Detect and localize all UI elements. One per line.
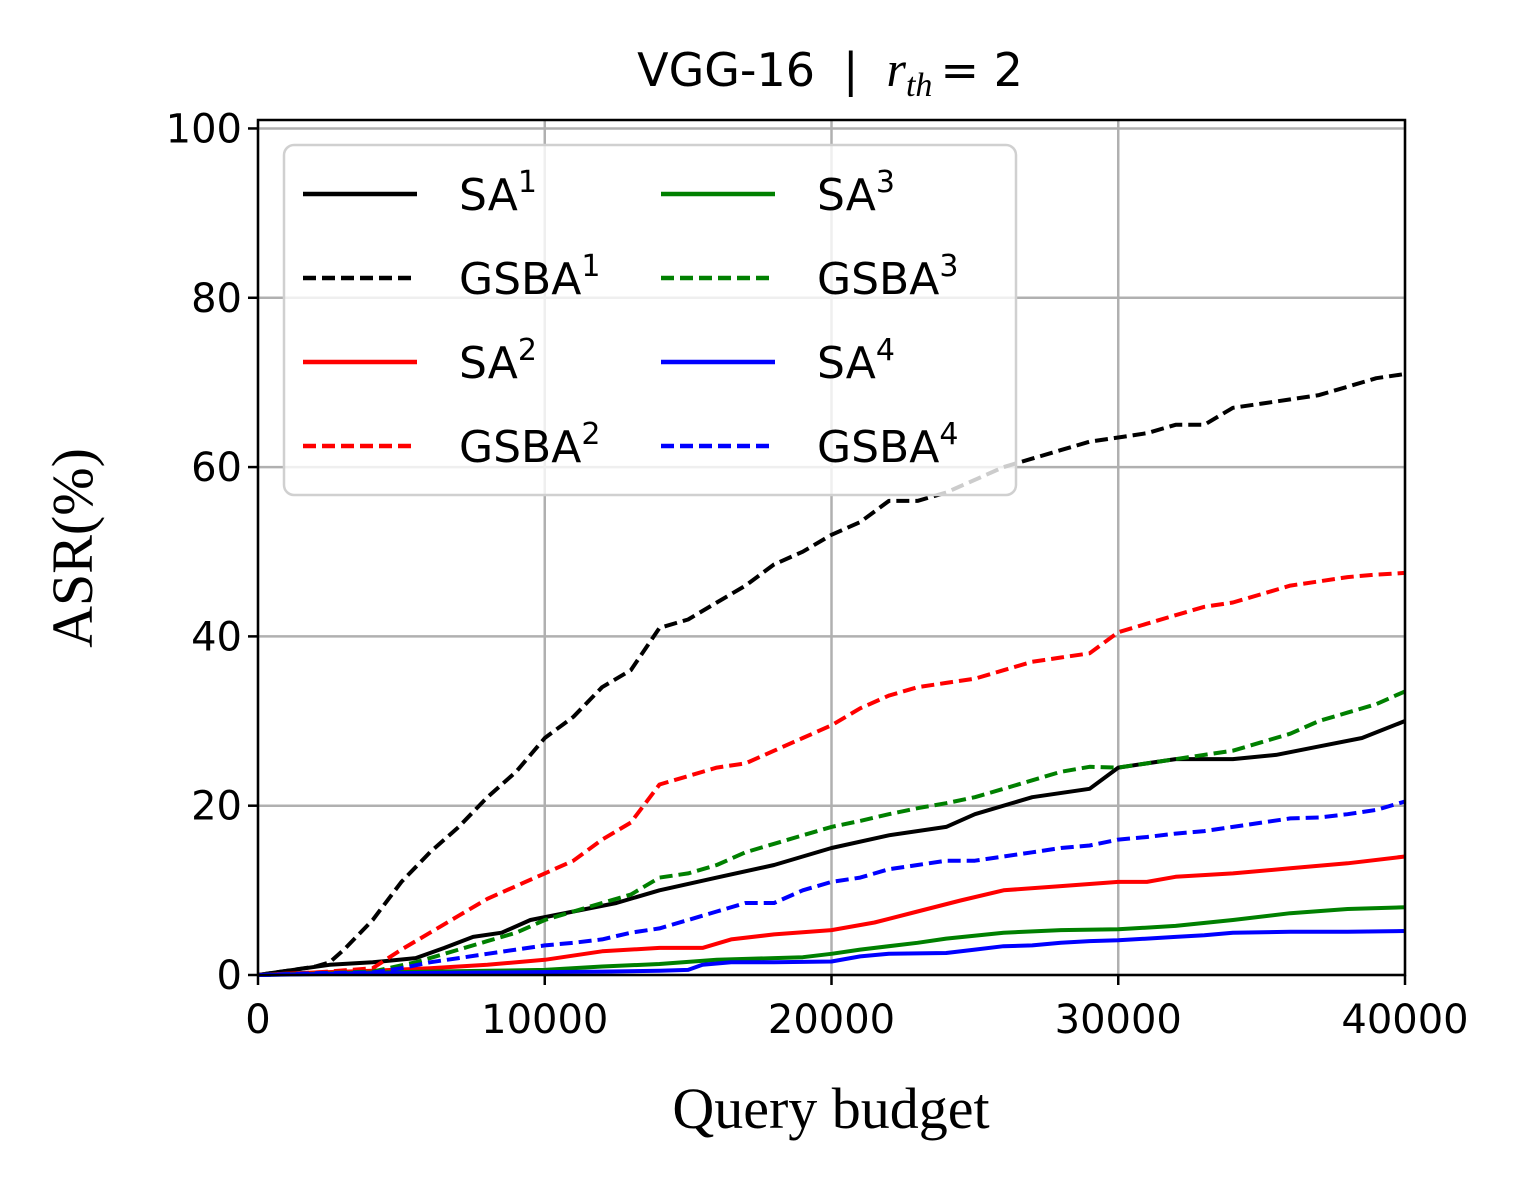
x-tick-label: 20000 [768,997,895,1043]
title-param-equals: = 2 [940,43,1022,97]
y-tick-label: 60 [191,445,242,491]
title-model: VGG-16 [637,43,815,97]
series-line-sa-3 [257,905,1406,977]
series-layer [257,372,1406,977]
y-tick-label: 40 [191,614,242,660]
legend: SA1 GSBA1 SA2 GSBA2 SA3 GSBA3 SA4 GSBA4 [282,143,1018,497]
y-tick-label: 100 [166,106,242,152]
x-tick-label: 40000 [1341,997,1468,1043]
chart-title: VGG-16 | rth = 2 [637,41,1023,104]
x-tick-label: 10000 [481,997,608,1043]
legend-label: SA3 [817,165,895,221]
series-line-sa-1 [257,719,1406,977]
y-tick-label: 20 [191,784,242,830]
x-tick-label: 30000 [1055,997,1182,1043]
legend-items: SA1 GSBA1 SA2 GSBA2 SA3 GSBA3 SA4 GSBA4 [303,165,958,473]
title-param-symbol: r [887,41,907,97]
series-line-gsba-4 [257,799,1406,977]
series-line-sa-4 [257,929,1406,977]
x-axis-label: Query budget [672,1076,989,1141]
title-param-subscript: th [906,67,932,104]
x-tick-label: 0 [245,997,270,1043]
series-line-gsba-3 [257,689,1406,977]
legend-label: GSBA3 [817,249,958,305]
legend-label: GSBA2 [459,417,600,473]
series-line-sa-2 [257,854,1406,977]
y-tick-label: 80 [191,276,242,322]
legend-label: GSBA1 [459,249,600,305]
title-separator: | [843,43,859,98]
y-axis-label: ASR(%) [40,448,105,648]
legend-label: GSBA4 [817,417,958,473]
y-tick-label: 0 [217,953,242,999]
series-line-gsba-2 [257,570,1406,977]
legend-label: SA1 [459,165,537,221]
legend-label: SA2 [459,333,537,389]
ticks: 0 10000 20000 30000 40000 0 20 40 60 80 100 [166,106,1469,1043]
legend-label: SA4 [817,333,895,389]
series-line-gsba-1 [257,372,1406,977]
legend-box [282,143,1018,497]
